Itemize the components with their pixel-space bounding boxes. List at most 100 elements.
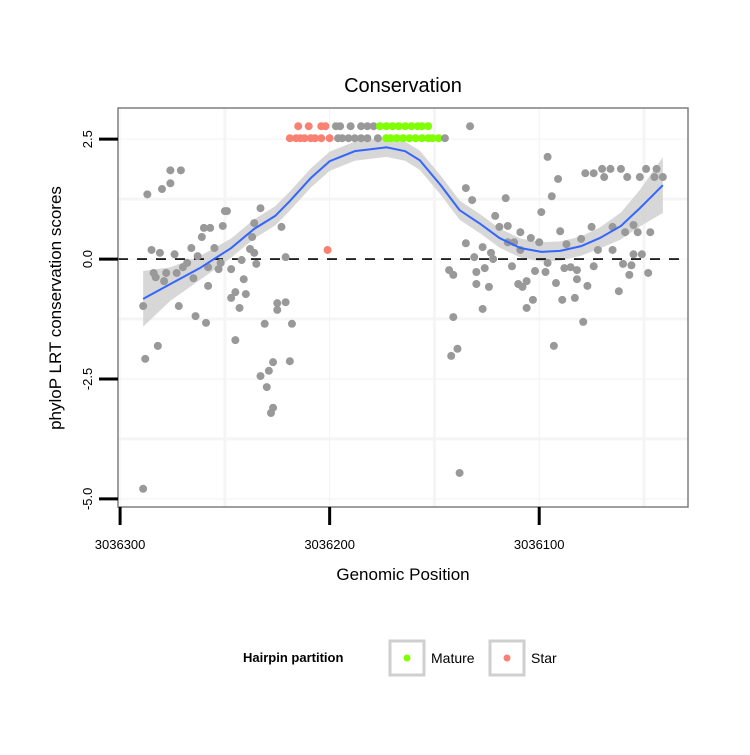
data-point — [453, 344, 462, 353]
y-tick-label: 2.5 — [80, 130, 95, 148]
data-point — [577, 234, 586, 243]
data-point — [627, 261, 636, 270]
data-point-star — [310, 134, 319, 143]
data-point — [269, 358, 278, 367]
data-point — [507, 262, 516, 271]
data-point-star — [325, 134, 334, 143]
data-point — [543, 152, 552, 161]
data-point — [357, 134, 366, 143]
data-point — [449, 313, 458, 322]
data-point — [235, 303, 244, 312]
data-point — [172, 268, 181, 277]
data-point — [449, 270, 458, 279]
x-tick-label: 3036200 — [304, 537, 355, 552]
data-point — [625, 270, 634, 279]
data-point — [589, 262, 598, 271]
data-point-mature — [424, 122, 433, 131]
data-point — [189, 274, 198, 283]
data-point — [560, 264, 569, 273]
data-point — [266, 409, 275, 418]
data-point-mature — [392, 134, 401, 143]
data-point — [143, 190, 152, 199]
data-point — [139, 484, 148, 493]
data-point — [153, 341, 162, 350]
data-point — [285, 357, 294, 366]
data-point — [260, 319, 269, 328]
data-point — [344, 134, 353, 143]
data-point — [629, 221, 638, 230]
legend-title: Hairpin partition — [243, 650, 343, 665]
data-point — [619, 259, 628, 268]
data-point — [281, 298, 290, 307]
data-point — [570, 293, 579, 302]
confidence-band — [143, 137, 663, 327]
data-point-star — [294, 122, 303, 131]
data-point-star — [323, 245, 332, 254]
data-point — [583, 281, 592, 290]
data-point — [528, 295, 537, 304]
data-point — [147, 245, 156, 254]
data-point — [600, 173, 609, 182]
data-point — [549, 341, 558, 350]
data-point — [572, 266, 581, 275]
data-point — [472, 268, 481, 277]
data-point — [166, 166, 175, 175]
data-point — [262, 383, 271, 392]
data-point — [273, 299, 282, 308]
data-point — [566, 263, 575, 272]
data-points — [139, 122, 667, 493]
data-point-mature — [382, 122, 391, 131]
data-point — [204, 281, 213, 290]
data-point — [447, 351, 456, 360]
data-point — [598, 164, 607, 173]
data-point — [470, 253, 479, 262]
data-point-mature — [375, 122, 384, 131]
smooth-line — [142, 146, 664, 300]
data-point-mature — [417, 122, 426, 131]
data-point — [621, 228, 630, 237]
data-point — [535, 238, 544, 247]
data-point-mature — [411, 134, 420, 143]
data-point — [487, 248, 496, 257]
data-point-mature — [401, 122, 410, 131]
data-point — [363, 122, 372, 131]
data-point — [227, 265, 236, 274]
data-point — [608, 245, 617, 254]
data-point-mature — [407, 122, 416, 131]
data-point — [503, 221, 512, 230]
data-point-star — [321, 122, 330, 131]
data-point — [491, 211, 500, 220]
data-point — [336, 122, 345, 131]
data-point — [350, 134, 359, 143]
data-point — [248, 233, 257, 242]
data-point — [616, 164, 625, 173]
data-point — [151, 273, 160, 282]
data-point — [556, 227, 565, 236]
data-point — [531, 267, 540, 276]
data-point — [193, 252, 202, 261]
data-point — [237, 256, 246, 265]
data-point-star — [304, 122, 313, 131]
data-point — [256, 204, 265, 213]
data-point — [273, 305, 282, 314]
data-point — [281, 253, 290, 262]
data-point — [176, 166, 185, 175]
data-point — [183, 258, 192, 267]
y-axis-label: phyloP LRT conservation scores — [46, 186, 65, 430]
data-point — [537, 208, 546, 217]
legend: Hairpin partition Mature Star — [243, 639, 557, 677]
chart-title: Conservation — [344, 75, 462, 97]
data-point-mature — [434, 134, 443, 143]
data-point-mature — [386, 134, 395, 143]
data-point — [587, 222, 596, 231]
data-point — [478, 304, 487, 313]
x-tick-label: 3036100 — [514, 537, 565, 552]
data-point — [155, 248, 164, 257]
data-point — [338, 134, 347, 143]
data-point-star — [285, 134, 294, 143]
legend-label-mature: Mature — [431, 650, 475, 666]
data-point — [191, 312, 200, 321]
y-axis: 2.5 0.0 -2.5 -5.0 — [80, 130, 118, 510]
data-point — [250, 219, 259, 228]
